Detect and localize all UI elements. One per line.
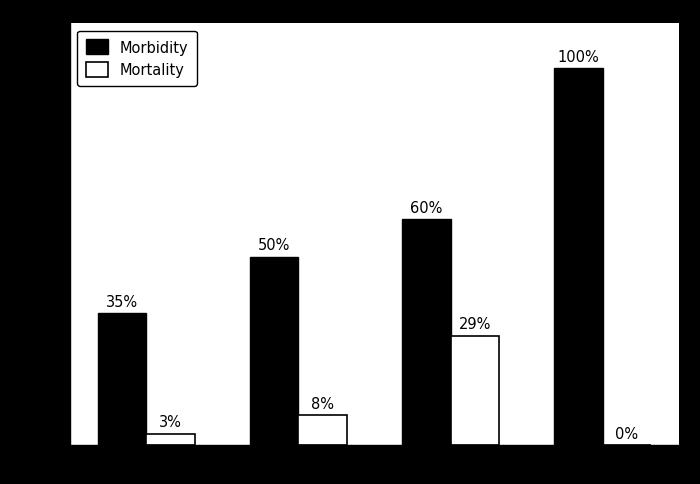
Legend: Morbidity, Mortality: Morbidity, Mortality — [77, 31, 197, 87]
Text: 8%: 8% — [312, 396, 335, 411]
Bar — [451, 336, 499, 445]
Bar — [402, 220, 451, 445]
Bar — [298, 415, 347, 445]
Bar — [146, 434, 195, 445]
Text: 0%: 0% — [615, 426, 638, 441]
Text: 35%: 35% — [106, 294, 138, 309]
Bar — [250, 257, 298, 445]
Text: 60%: 60% — [410, 200, 442, 215]
Bar — [554, 69, 603, 445]
Text: 100%: 100% — [557, 50, 599, 65]
Bar — [98, 314, 146, 445]
Text: 3%: 3% — [160, 414, 182, 429]
Text: 29%: 29% — [458, 317, 491, 332]
Text: 50%: 50% — [258, 238, 290, 253]
